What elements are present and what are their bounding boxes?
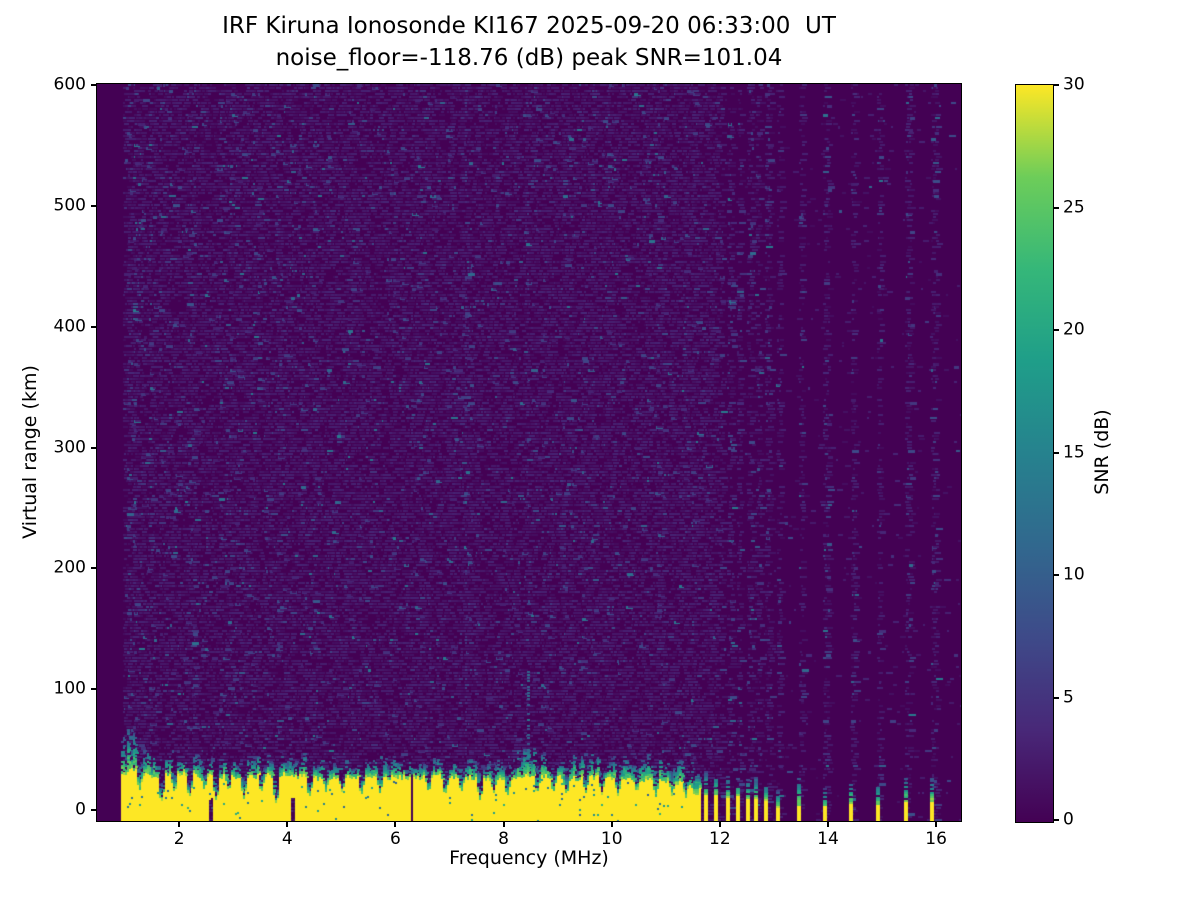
colorbar-tick-mark (1054, 329, 1059, 331)
chart-title: IRF Kiruna Ionosonde KI167 2025-09-20 06… (222, 13, 836, 39)
x-tick-mark (610, 822, 613, 827)
x-tick-label: 6 (390, 829, 401, 849)
colorbar-gradient (1015, 84, 1054, 823)
x-tick-label: 14 (817, 829, 839, 849)
y-tick-mark (91, 688, 96, 691)
y-tick-mark (91, 205, 96, 208)
x-tick-label: 2 (173, 829, 185, 849)
colorbar-tick-label: 15 (1063, 442, 1085, 462)
y-tick-label: 300 (53, 437, 86, 458)
x-tick-mark (502, 822, 505, 827)
x-tick-label: 8 (498, 829, 509, 849)
y-tick-mark (91, 84, 96, 87)
colorbar-tick-mark (1054, 84, 1059, 86)
ionogram-heatmap (96, 83, 962, 822)
colorbar-tick-mark (1054, 206, 1059, 209)
y-tick-mark (91, 567, 96, 570)
colorbar-tick-mark (1054, 451, 1059, 454)
colorbar-tick-mark (1054, 574, 1059, 576)
x-tick-mark (826, 822, 829, 827)
y-tick-label: 200 (53, 557, 86, 578)
colorbar-tick-label: 30 (1063, 74, 1085, 95)
colorbar-tick-mark (1054, 696, 1059, 699)
x-tick-mark (394, 822, 397, 827)
colorbar-tick-mark (1054, 819, 1059, 821)
y-tick-mark (91, 325, 96, 328)
y-tick-mark (91, 446, 96, 449)
x-tick-label: 16 (925, 829, 947, 849)
chart-subtitle: noise_floor=-118.76 (dB) peak SNR=101.04 (275, 45, 783, 71)
y-tick-label: 400 (53, 316, 86, 337)
y-tick-label: 0 (75, 799, 86, 820)
colorbar-tick-label: 20 (1063, 319, 1085, 340)
y-tick-label: 600 (53, 74, 86, 95)
x-tick-label: 10 (600, 829, 623, 849)
x-tick-label: 12 (709, 829, 731, 849)
x-tick-mark (178, 822, 181, 827)
y-tick-label: 500 (53, 195, 86, 216)
y-tick-mark (91, 809, 96, 812)
x-tick-mark (718, 822, 721, 827)
colorbar-tick-label: 25 (1063, 197, 1085, 217)
x-axis-label: Frequency (MHz) (449, 847, 609, 869)
colorbar-label: SNR (dB) (1091, 409, 1113, 495)
x-tick-label: 4 (281, 829, 293, 849)
x-tick-mark (286, 822, 289, 827)
colorbar-tick-label: 10 (1063, 564, 1085, 585)
x-tick-mark (935, 822, 938, 827)
y-tick-label: 100 (53, 678, 86, 699)
colorbar-tick-label: 5 (1063, 687, 1074, 707)
colorbar-tick-label: 0 (1063, 809, 1074, 830)
